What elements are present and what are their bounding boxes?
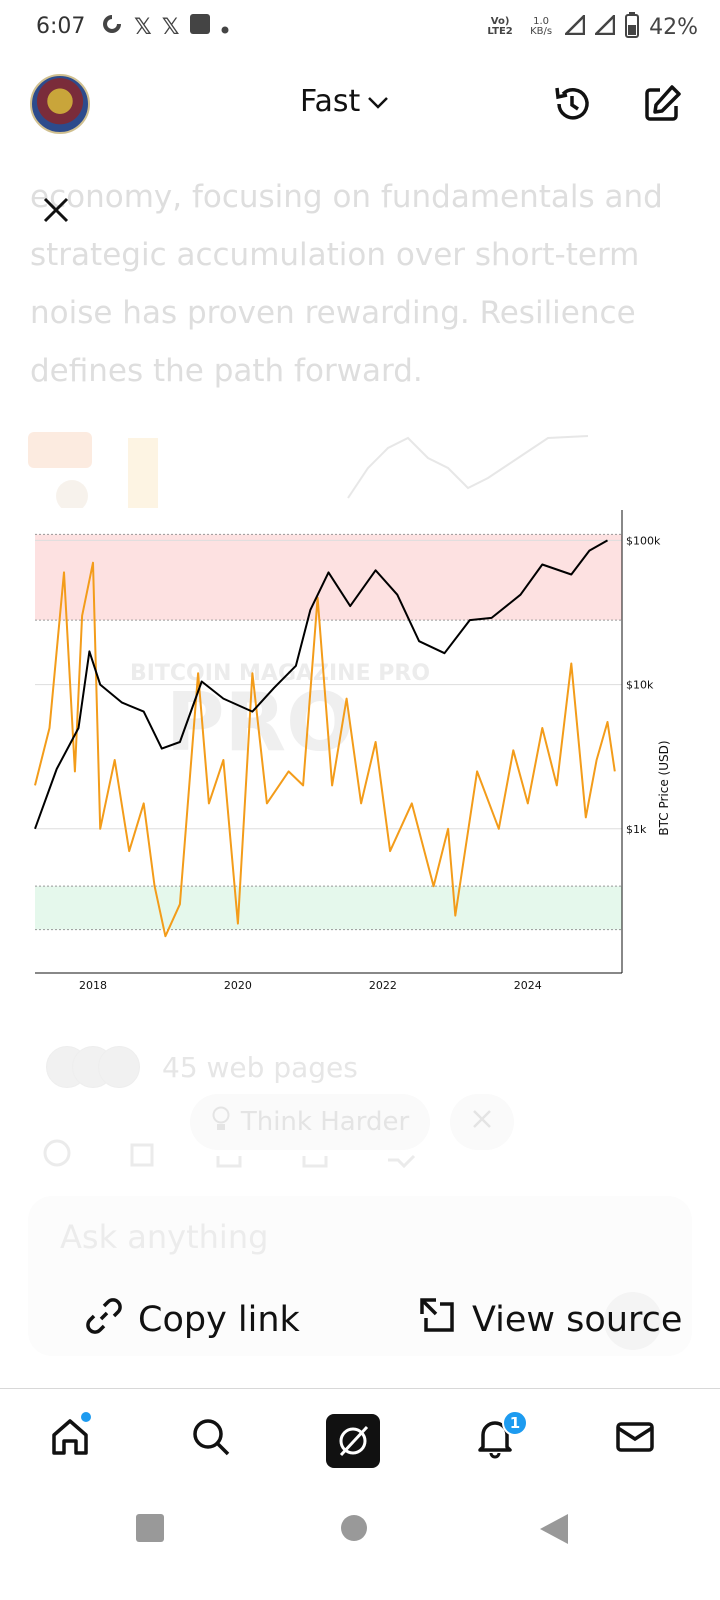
app-header: Fast <box>0 60 720 150</box>
edit-icon <box>640 85 684 130</box>
bottom-nav: 1 <box>0 1400 720 1480</box>
view-source-button[interactable]: View source <box>418 1292 682 1348</box>
search-icon <box>189 1415 233 1463</box>
nav-home[interactable] <box>45 1412 95 1464</box>
chart-thumbnail-strip <box>28 428 678 512</box>
chevron-down-icon <box>366 84 390 119</box>
source-favicon <box>98 1046 140 1088</box>
close-icon <box>471 1107 493 1137</box>
model-selector[interactable]: Fast <box>300 84 390 119</box>
home-icon <box>48 1415 92 1463</box>
chart-band <box>35 886 622 930</box>
x-app-icon: 𝕏 <box>161 14 180 40</box>
system-nav-bar <box>0 1500 720 1560</box>
lightbulb-icon <box>211 1106 231 1139</box>
back-button[interactable] <box>540 1514 568 1548</box>
more-dot-icon <box>221 15 229 40</box>
series-line <box>34 561 616 938</box>
y-tick-label: $100k <box>626 534 661 547</box>
bookmark-icon[interactable] <box>298 1136 332 1174</box>
sync-icon <box>100 12 124 42</box>
app-square-icon <box>189 13 211 41</box>
mail-icon <box>613 1415 657 1463</box>
sources-row[interactable]: 45 web pages <box>46 1046 358 1088</box>
y-tick-label: $10k <box>626 679 654 692</box>
new-activity-dot <box>81 1412 91 1422</box>
battery-percent: 42% <box>649 14 698 40</box>
recents-button[interactable] <box>136 1514 164 1546</box>
notification-badge: 1 <box>502 1410 528 1436</box>
grok-icon <box>326 1414 380 1468</box>
x-tick-label: 2020 <box>224 979 252 992</box>
close-button[interactable] <box>38 192 74 228</box>
copy-icon[interactable] <box>126 1136 160 1174</box>
history-button[interactable] <box>550 82 594 126</box>
close-icon <box>38 197 74 232</box>
new-chat-button[interactable] <box>640 82 684 126</box>
nav-grok[interactable] <box>326 1414 380 1468</box>
network-type: Vo) LTE2 <box>487 16 513 37</box>
status-time: 6:07 <box>36 14 86 39</box>
bell-icon <box>473 1415 517 1463</box>
answer-line: noise has proven rewarding. Resilience <box>30 295 636 331</box>
ask-input[interactable]: Ask anything <box>60 1218 269 1256</box>
view-source-label: View source <box>472 1300 683 1340</box>
answer-actions <box>40 1136 418 1174</box>
status-bar: 6:07 𝕏 𝕏 Vo) LTE2 1.0 KB/s 42% <box>0 0 720 56</box>
link-icon <box>84 1296 124 1345</box>
x-tick-label: 2022 <box>369 979 397 992</box>
send-button[interactable] <box>604 1292 662 1350</box>
think-harder-label: Think Harder <box>240 1107 410 1137</box>
home-button[interactable] <box>340 1514 368 1546</box>
signal-icon <box>563 12 586 39</box>
battery-icon <box>625 12 640 42</box>
copy-link-button[interactable]: Copy link <box>84 1292 300 1348</box>
answer-line: defines the path forward. <box>30 353 423 389</box>
model-label: Fast <box>300 84 361 119</box>
x-app-icon: 𝕏 <box>134 14 152 40</box>
nav-messages[interactable] <box>610 1414 660 1464</box>
copy-link-label: Copy link <box>138 1300 300 1340</box>
dismiss-button[interactable] <box>450 1094 514 1150</box>
regenerate-icon[interactable] <box>40 1136 74 1174</box>
speed-unit: KB/s <box>530 26 553 37</box>
avatar[interactable] <box>30 74 90 134</box>
y-axis-label: BTC Price (USD) <box>657 740 671 835</box>
y-tick-label: $1k <box>626 823 647 836</box>
nav-notifications[interactable]: 1 <box>470 1410 528 1464</box>
answer-text: economy, focusing on fundamentals and st… <box>30 168 680 400</box>
think-harder-button[interactable]: Think Harder <box>190 1094 430 1150</box>
answer-line: economy, focusing on fundamentals and <box>30 179 663 215</box>
image-viewer: $1k $10k $100k 2018 2020 2022 2024 BITCOIN MAG… <box>0 420 720 1010</box>
signal-icon <box>593 12 616 39</box>
nav-search[interactable] <box>186 1414 236 1464</box>
history-icon <box>550 87 594 130</box>
series-line <box>34 539 608 830</box>
x-tick-label: 2018 <box>79 979 107 992</box>
feedback-icon[interactable] <box>384 1136 418 1174</box>
external-link-icon <box>418 1296 458 1345</box>
speed-value: 1.0 <box>533 16 550 27</box>
share-icon[interactable] <box>212 1136 246 1174</box>
x-tick-label: 2024 <box>514 979 542 992</box>
nav-divider <box>0 1388 720 1389</box>
sources-count: 45 web pages <box>162 1050 358 1084</box>
composer-box <box>28 1196 692 1356</box>
chart-band <box>35 534 622 621</box>
answer-line: strategic accumulation over short-term <box>30 237 640 273</box>
